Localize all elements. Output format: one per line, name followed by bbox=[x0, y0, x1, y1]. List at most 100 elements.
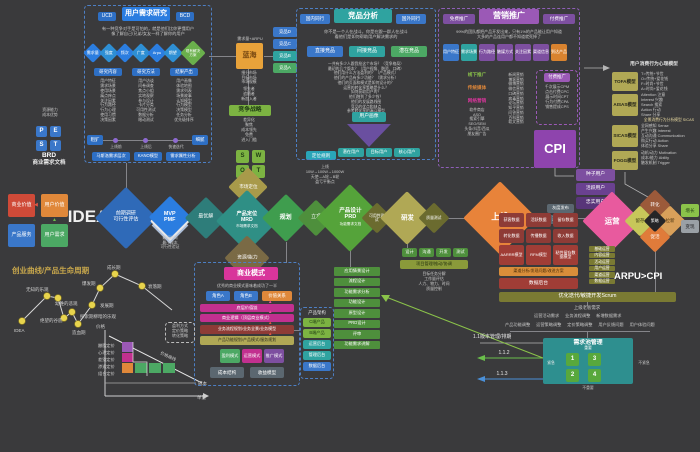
up-arrow: ▲ bbox=[268, 331, 273, 336]
timeline-line bbox=[92, 140, 204, 141]
req-cell-2: 2 bbox=[566, 369, 579, 382]
connector bbox=[587, 331, 588, 339]
idea-arrow-up: ▲ bbox=[52, 217, 57, 223]
marketing-title: 营销推广 bbox=[479, 9, 539, 24]
connector bbox=[655, 248, 656, 293]
arch-b-product: B端产品 bbox=[303, 329, 331, 338]
timeline-dot bbox=[143, 138, 148, 143]
pricing-label: 心理定价 bbox=[98, 349, 116, 356]
competitor-c-box: 竞品C bbox=[273, 39, 297, 49]
up-arrow: ▲ bbox=[268, 309, 273, 314]
pricing-block-combo bbox=[149, 363, 161, 373]
dev-notes: 目标任务分解 工作量评估 人力、物力、时间 质量控制 bbox=[418, 271, 450, 291]
curve-label: 造血期 bbox=[72, 329, 86, 336]
curve-label: 幼稚的悲观 bbox=[55, 300, 78, 307]
pricing-block-skim bbox=[122, 342, 133, 352]
pricing-label: 撇脂定价 bbox=[98, 342, 116, 349]
competitor-d-box: 竞品D bbox=[273, 27, 297, 37]
tab-ucd: UCD bbox=[98, 12, 116, 21]
curve-label: 绝望的谷底 bbox=[40, 317, 63, 324]
chain-attention: 关注因素 bbox=[515, 44, 531, 61]
arch-ops-backend: 运营后台 bbox=[303, 340, 331, 349]
channel-analysis-bar: 渠道分析/发现问题/改进方案 bbox=[499, 267, 578, 276]
req-row2: 运营活动需求 业务流程调整 新增数据需求 bbox=[534, 313, 622, 318]
research-output-list: 用户画像 体验地图 需求列表 场景故事 认知模型 行为模型 决策模型 任务分析 优先级排序 bbox=[174, 78, 194, 122]
cpi-box: CPI bbox=[534, 130, 576, 168]
strategy-items: 差异化 聚焦 成本领先 免费 进入门槛 bbox=[241, 117, 257, 142]
potential-competitor-button: 潜在竞品 bbox=[391, 46, 427, 57]
gray-release-box: 灰度发布 bbox=[547, 204, 574, 213]
chain-reach-product: 到达产品 bbox=[551, 44, 567, 61]
bizmodel-intro: 优秀的商业模式意味着成功了一半 bbox=[217, 283, 277, 288]
idea-box-business-value: 商业价值 bbox=[8, 194, 35, 217]
bizmodel-title: 商业模式 bbox=[224, 267, 278, 280]
fogg-model-box: FOGG模型 bbox=[612, 151, 638, 170]
req-cell-1: 1 bbox=[566, 353, 579, 366]
pricing-block-combo bbox=[163, 363, 175, 373]
timeline-right: 细腻 bbox=[192, 135, 208, 145]
req-cell-4: 4 bbox=[588, 369, 601, 382]
project-mgmt-bar: 项目管理/推动/协调 bbox=[400, 260, 468, 269]
sicas-model-box: SICAS模型 bbox=[612, 125, 638, 147]
pricing-block-psy bbox=[122, 353, 133, 362]
arpu-cpi-label: ARPU>CPI bbox=[614, 271, 663, 282]
curve-label: 无知的乐观 bbox=[26, 286, 49, 293]
req-pool-title: 需求池管理 bbox=[573, 340, 603, 346]
version-112: 1.1.2 bbox=[498, 350, 510, 356]
req-pool-not-important: 不重要 bbox=[582, 386, 594, 390]
connector bbox=[350, 250, 351, 267]
strategy-roles: 领先者 追随者 新加入者 bbox=[241, 86, 257, 101]
arch-data-backend: 数据后台 bbox=[303, 362, 331, 371]
curve-label: 爆发期 bbox=[82, 280, 96, 287]
competitor-a-box: 竞品A bbox=[273, 63, 297, 73]
paid-promo-title: 付费推广 bbox=[544, 73, 570, 82]
research-method-list: 用户访谈 问卷调查 焦点小组 实地观察 参与设计 卡片分类 可用性测试 数据分析 眼动测试 bbox=[136, 78, 156, 122]
marketing-section bbox=[438, 8, 580, 168]
online-marketing-list: 新闻营销 博客营销 微博营销 微信营销 口碑营销 病毒营销 论坛营销 知乎营销 问答营销 百科营销… bbox=[508, 73, 524, 125]
competitor-questions: 一共有多少人跟我抢这个市场？（竞争格局） 最初的几个版本？（用户视角、融资、口碑）… bbox=[328, 62, 404, 113]
user-research-section bbox=[84, 5, 212, 163]
connector bbox=[286, 242, 287, 263]
value-chain-bar: 底层价值链 bbox=[200, 304, 294, 312]
indirect-competitor-button: 间接竞品 bbox=[349, 46, 385, 57]
col-header-output: 结果产出 bbox=[170, 68, 198, 76]
promo-mode-box: 推广模式 bbox=[264, 349, 284, 363]
version-label: 1.1版本管理/排期 bbox=[473, 334, 512, 340]
curve-label: 发展期 bbox=[100, 302, 114, 309]
connector bbox=[209, 56, 236, 57]
tab-free-promo: 免费推广 bbox=[443, 14, 475, 24]
chain-channel-info: 渠道信息 bbox=[533, 44, 549, 61]
seed-users-box: 种子用户 bbox=[576, 169, 615, 181]
timeline-dot bbox=[173, 138, 178, 143]
data-grid: 获客数据 活跃数据 留存数据 转化数据 传播数据 收入数据 bbox=[499, 213, 580, 243]
tab-paid-promo: 付费推广 bbox=[543, 14, 575, 24]
brd-label: BRD bbox=[41, 152, 57, 159]
tofa-model-box: TOFA模型 bbox=[612, 72, 638, 91]
timeline-dot-label: 上线前 bbox=[110, 145, 122, 149]
competitor-b-box: 竞品B bbox=[273, 51, 297, 61]
revenue-model-box: 收益模型 bbox=[250, 367, 284, 378]
curve-title: 创业曲线/产品生命周期 bbox=[11, 265, 90, 275]
aisas-lines: Attention 注意 Interest 兴趣 Search 搜索 Action 行… bbox=[641, 92, 666, 117]
connector bbox=[407, 242, 408, 248]
chain-user-traits: 用户特征 bbox=[443, 44, 459, 61]
col-header-method: 研究方法 bbox=[132, 68, 160, 76]
pest-s: S bbox=[36, 140, 47, 151]
pricing-label: 差别定价 bbox=[98, 356, 116, 363]
funnel-box-potential: 潜在用户 bbox=[338, 148, 364, 157]
connector bbox=[248, 69, 249, 106]
up-arrow: ▲ bbox=[268, 299, 273, 304]
idea-box-user-need: 用户需求 bbox=[41, 224, 68, 247]
feedback-line bbox=[385, 296, 544, 359]
pricing-label: 组合定价 bbox=[98, 370, 116, 377]
req-cell-3: 3 bbox=[588, 353, 601, 366]
price-curve-label: 价格曲线 bbox=[159, 349, 178, 363]
connector bbox=[294, 330, 300, 331]
free-promo-list: 软件商店 ASO 搜索引擎 SEO/SEM 头条/抖音/西瓜 朋友圈广告 bbox=[464, 108, 490, 136]
req-pool-urgent: 紧急 bbox=[547, 361, 555, 365]
timeline-dot-label: 快速迭代 bbox=[168, 145, 184, 149]
brd-sub-label: 商业需求文档 bbox=[32, 160, 66, 166]
ops-mode-box: 运营模式 bbox=[242, 349, 262, 363]
pest-pre-text: 资源能力 成本优势 bbox=[42, 107, 58, 117]
col-header-content: 研究内容 bbox=[94, 68, 122, 76]
